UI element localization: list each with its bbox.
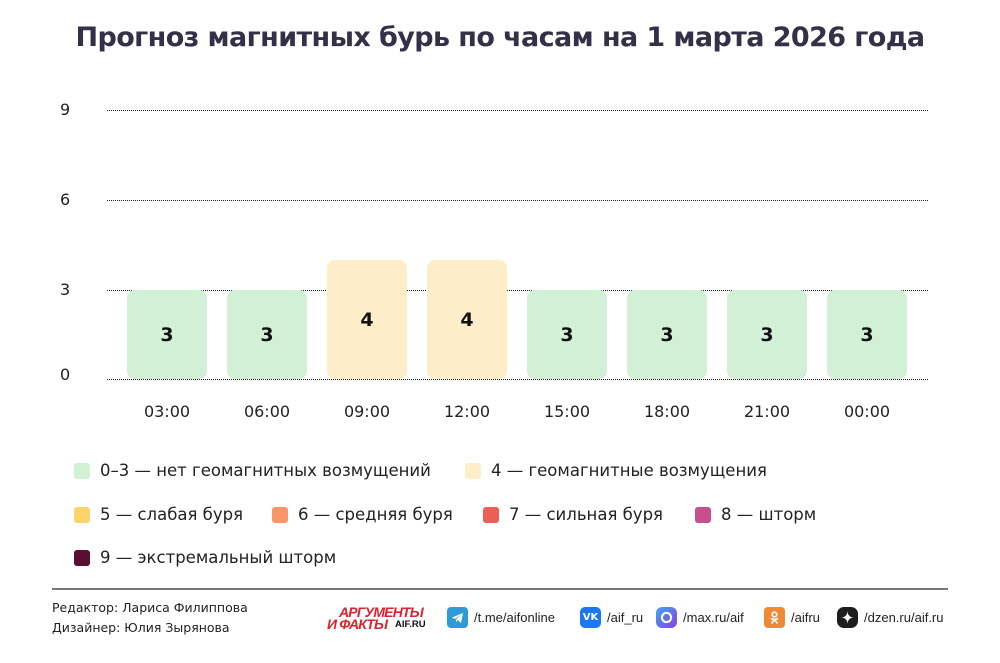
legend-swatch [74, 506, 90, 523]
legend-label: 0–3 — нет геомагнитных возмущений [100, 461, 431, 480]
bar: 4 [327, 260, 407, 379]
legend-item: 9 — экстремальный шторм [74, 548, 336, 567]
legend-label: 6 — средняя буря [298, 505, 453, 524]
odnoklassniki-icon [764, 607, 785, 628]
dzen-icon [837, 607, 858, 628]
social-label: /dzen.ru/aif.ru [864, 610, 944, 625]
y-tick-label: 0 [60, 365, 71, 384]
logo-site: AIF.RU [395, 619, 426, 630]
bar: 3 [227, 290, 307, 379]
social-label: /aifru [791, 610, 820, 625]
vk-icon: VK [580, 607, 601, 628]
footer-divider [52, 588, 948, 590]
y-tick-label: 3 [60, 280, 71, 299]
logo-line2: И ФАКТЫ [327, 616, 388, 632]
legend-label: 4 — геомагнитные возмущения [491, 461, 767, 480]
social-odnoklassniki[interactable]: /aifru [764, 607, 820, 628]
social-label: /max.ru/aif [683, 610, 744, 625]
social-max[interactable]: /max.ru/aif [656, 607, 744, 628]
legend-swatch [74, 462, 90, 479]
y-tick-label: 6 [60, 190, 71, 209]
social-label: /aif_ru [607, 610, 644, 625]
gridline [107, 110, 928, 111]
bar: 3 [827, 290, 907, 379]
social-dzen[interactable]: /dzen.ru/aif.ru [837, 607, 944, 628]
legend-label: 8 — шторм [721, 505, 817, 524]
max-icon [656, 607, 677, 628]
credits: Редактор: Лариса Филиппова Дизайнер: Юли… [52, 598, 248, 638]
bar: 4 [427, 260, 507, 379]
bar: 3 [627, 290, 707, 379]
legend-item: 7 — сильная буря [483, 505, 663, 524]
x-tick-label: 12:00 [443, 402, 491, 421]
legend-label: 5 — слабая буря [100, 505, 244, 524]
social-vk[interactable]: VK /aif_ru [580, 607, 643, 628]
x-tick-label: 21:00 [743, 402, 791, 421]
x-tick-label: 15:00 [543, 402, 591, 421]
telegram-icon [447, 607, 468, 628]
gridline [107, 290, 928, 291]
legend-item: 8 — шторм [695, 505, 816, 524]
bar: 3 [727, 290, 807, 379]
legend-swatch [74, 549, 90, 566]
legend-label: 7 — сильная буря [509, 505, 663, 524]
logo-line1: АРГУМЕНТЫ [339, 604, 424, 620]
x-tick-label: 09:00 [343, 402, 391, 421]
x-tick-label: 00:00 [843, 402, 891, 421]
designer-credit: Дизайнер: Юлия Зырянова [52, 620, 230, 635]
bar: 3 [127, 290, 207, 379]
legend-item: 5 — слабая буря [74, 505, 243, 524]
x-tick-label: 03:00 [143, 402, 191, 421]
gridline [107, 200, 928, 201]
aif-logo[interactable]: АРГУМЕНТЫ И ФАКТЫ AIF.RU [327, 605, 435, 633]
social-label: /t.me/aifonline [474, 610, 555, 625]
legend-swatch [272, 506, 288, 523]
legend-item: 6 — средняя буря [272, 505, 453, 524]
legend-swatch [483, 506, 499, 523]
social-telegram[interactable]: /t.me/aifonline [447, 607, 555, 628]
legend-swatch [465, 462, 481, 479]
bar: 3 [527, 290, 607, 379]
baseline-gridline [107, 379, 928, 380]
legend-item: 4 — геомагнитные возмущения [465, 461, 767, 480]
x-tick-label: 18:00 [643, 402, 691, 421]
legend-label: 9 — экстремальный шторм [100, 548, 337, 567]
chart-title: Прогноз магнитных бурь по часам на 1 мар… [75, 22, 925, 53]
x-tick-label: 06:00 [243, 402, 291, 421]
y-tick-label: 9 [60, 100, 71, 119]
legend-swatch [695, 506, 711, 523]
legend-item: 0–3 — нет геомагнитных возмущений [74, 461, 431, 480]
editor-credit: Редактор: Лариса Филиппова [52, 600, 248, 615]
